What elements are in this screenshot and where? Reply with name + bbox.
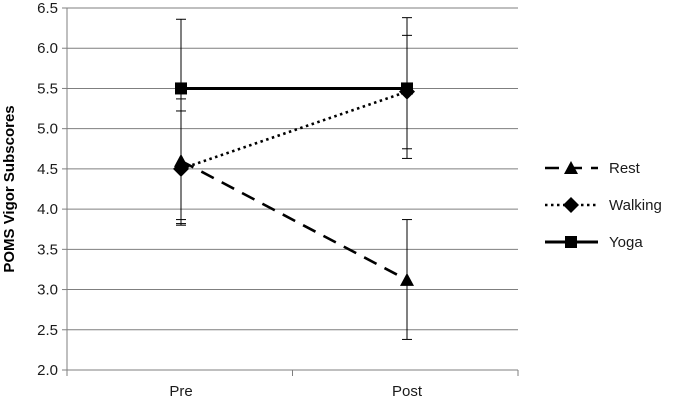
error-bars xyxy=(176,17,412,340)
data-point-rest xyxy=(400,272,414,286)
series-line-rest xyxy=(180,159,408,282)
y-tick-label: 4.0 xyxy=(37,201,58,218)
data-point-rest xyxy=(174,153,188,167)
y-tick-label: 6.5 xyxy=(37,0,58,17)
y-tick-labels: 2.0 2.5 3.0 3.5 4.0 4.5 5.0 5.5 6.0 6.5 xyxy=(37,0,58,379)
series-lines xyxy=(180,86,408,282)
legend-marker-yoga xyxy=(565,236,577,248)
y-tick-label: 6.0 xyxy=(37,40,58,57)
legend-label-yoga: Yoga xyxy=(609,234,643,251)
data-point-yoga xyxy=(401,82,413,95)
gridlines xyxy=(67,7,518,331)
axes xyxy=(62,7,519,376)
x-tick-label: Post xyxy=(392,383,423,400)
y-tick-label: 3.5 xyxy=(37,241,58,258)
legend-label-walking: Walking xyxy=(609,197,662,214)
data-point-yoga xyxy=(175,82,187,95)
y-axis-title: POMS Vigor Subscores xyxy=(1,105,18,272)
y-tick-label: 5.0 xyxy=(37,121,58,138)
y-tick-label: 4.5 xyxy=(37,161,58,178)
data-point-walking xyxy=(173,160,189,177)
legend-label-rest: Rest xyxy=(609,160,641,177)
y-tick-label: 3.0 xyxy=(37,282,58,299)
legend-marker-rest xyxy=(564,161,578,174)
y-tick-label: 5.5 xyxy=(37,80,58,97)
series-markers xyxy=(173,82,415,286)
legend: Rest Walking Yoga xyxy=(545,160,662,251)
series-line-walking xyxy=(180,90,408,171)
y-tick-label: 2.5 xyxy=(37,322,58,339)
x-tick-label: Pre xyxy=(169,383,192,400)
legend-marker-walking xyxy=(563,197,579,213)
x-tick-labels: Pre Post xyxy=(169,383,423,400)
y-tick-label: 2.0 xyxy=(37,362,58,379)
